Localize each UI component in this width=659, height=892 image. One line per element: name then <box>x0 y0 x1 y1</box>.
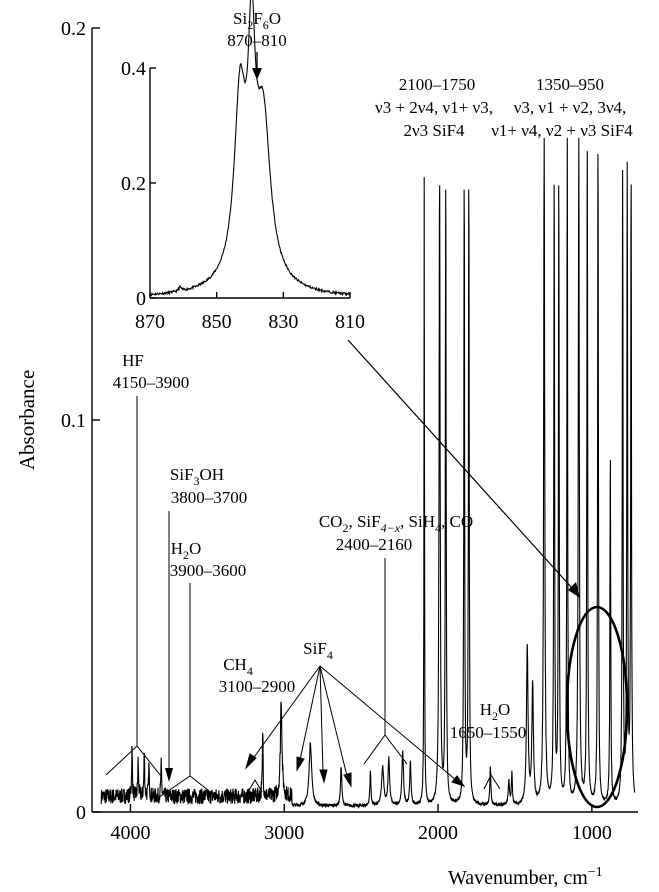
annotation-1350-range: 1350–950 <box>536 75 604 94</box>
annotation-hf-range: 4150–3900 <box>113 373 190 392</box>
main-spectrum-line <box>100 137 636 810</box>
inset-title-arrow <box>252 52 262 80</box>
main-x-tick-label: 4000 <box>110 822 150 844</box>
annotation-sif3oh-range: 3800–3700 <box>171 488 248 507</box>
inset-x-tick-label: 830 <box>268 311 298 333</box>
main-y-tick-label: 0.1 <box>61 410 86 432</box>
x-axis-label: Wavenumber, cm−1 <box>448 865 603 889</box>
annotation-co2-group-lines <box>363 558 408 765</box>
inset-title-range: 870–810 <box>227 31 287 50</box>
main-ticks: 4000 3000 2000 1000 0 0.1 0.2 <box>61 18 612 844</box>
main-x-tick-label: 2000 <box>418 822 458 844</box>
annotation-2100-modes: ν3 + 2ν4, ν1+ ν3, <box>375 98 493 117</box>
annotation-sif4-arrows <box>244 665 466 788</box>
annotation-h2o-low-lines <box>483 773 501 790</box>
inset-y-tick-label: 0.4 <box>121 58 146 80</box>
annotation-sif3oh-name: SiF3OH <box>170 465 224 488</box>
main-x-tick-label: 1000 <box>572 822 612 844</box>
inset-title-formula: Si2F6O <box>233 9 281 32</box>
annotation-h2o-low-name: H2O <box>480 700 511 723</box>
annotation-2100-range: 2100–1750 <box>399 75 476 94</box>
y-axis-label: Absorbance <box>15 370 39 470</box>
main-y-tick-label: 0 <box>76 802 86 824</box>
inset-x-tick-label: 870 <box>135 311 165 333</box>
inset-x-tick-label: 810 <box>335 311 365 333</box>
main-y-tick-label: 0.2 <box>61 18 86 40</box>
annotation-hf-name: HF <box>122 351 144 370</box>
annotation-sif3oh-arrow <box>165 511 173 782</box>
annotation-h2o-high-lines <box>157 583 219 799</box>
annotation-2100-modes-b: 2ν3 SiF4 <box>403 121 465 140</box>
annotation-1350-modes: ν3, ν1 + ν2, 3ν4, <box>514 98 627 117</box>
main-x-tick-label: 3000 <box>264 822 304 844</box>
annotation-hf-lines <box>105 396 162 777</box>
inset-y-tick-label: 0 <box>136 288 146 310</box>
inset-x-tick-label: 850 <box>202 311 232 333</box>
annotation-ch4-range: 3100–2900 <box>219 677 296 696</box>
annotation-ch4-name: CH4 <box>223 655 253 678</box>
annotation-1350-modes-b: ν1+ ν4, ν2 + ν3 SiF4 <box>491 121 633 140</box>
annotation-h2o-high-range: 3900–3600 <box>170 561 247 580</box>
annotation-h2o-high-name: H2O <box>171 539 202 562</box>
annotation-co2-group-range: 2400–2160 <box>336 535 413 554</box>
inset-callout-arrow <box>347 339 580 598</box>
inset-spectrum-line <box>149 0 351 297</box>
highlight-ellipse <box>565 605 629 809</box>
annotation-sif4-name: SiF4 <box>303 639 333 662</box>
inset-axes <box>149 68 350 299</box>
annotation-co2-group-name: CO2, SiF4−x, SiH4, CO <box>319 512 473 535</box>
annotation-ch4-lines <box>247 779 263 793</box>
main-axes <box>91 28 638 813</box>
annotation-h2o-low-range: 1650–1550 <box>450 723 527 742</box>
inset-y-tick-label: 0.2 <box>121 173 146 195</box>
